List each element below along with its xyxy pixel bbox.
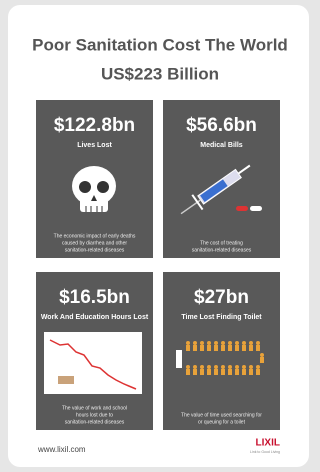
panel-label: Medical Bills <box>200 142 243 149</box>
tagline: Link to Good Living <box>250 450 280 454</box>
person <box>249 345 253 351</box>
person <box>242 341 246 345</box>
title: US$223 Billion <box>101 64 219 83</box>
person <box>256 365 260 369</box>
person <box>242 365 246 369</box>
person <box>200 345 204 351</box>
person <box>260 353 264 357</box>
description: hours lost due to <box>76 412 113 418</box>
person <box>207 341 211 345</box>
amount: $122.8bn <box>54 115 135 136</box>
person <box>235 341 239 345</box>
amount: $27bn <box>194 287 249 308</box>
person <box>228 345 232 351</box>
person <box>193 341 197 345</box>
description: or queuing for a toilet <box>198 419 246 425</box>
person <box>221 369 225 375</box>
person <box>221 345 225 351</box>
person <box>207 345 211 351</box>
description: caused by diarrhea and other <box>62 240 127 246</box>
person <box>249 365 253 369</box>
person <box>228 369 232 375</box>
panel-label: Lives Lost <box>77 142 112 149</box>
person <box>256 369 260 375</box>
panel-label: Work And Education Hours Lost <box>41 314 149 321</box>
person <box>221 341 225 345</box>
person <box>193 345 197 351</box>
person <box>207 369 211 375</box>
person <box>214 345 218 351</box>
description: sanitation-related diseases <box>65 419 125 425</box>
person <box>214 369 218 375</box>
person <box>200 341 204 345</box>
panel-label: Time Lost Finding Toilet <box>181 314 262 321</box>
person <box>214 365 218 369</box>
person <box>242 345 246 351</box>
person <box>256 341 260 345</box>
person <box>221 365 225 369</box>
person <box>193 365 197 369</box>
title: Poor Sanitation Cost The World <box>32 35 288 54</box>
person <box>186 365 190 369</box>
person <box>207 365 211 369</box>
person <box>193 369 197 375</box>
person <box>200 369 204 375</box>
description: The value of time used searching for <box>181 412 262 418</box>
person <box>214 341 218 345</box>
person <box>260 357 264 363</box>
person <box>235 365 239 369</box>
description: The cost of treating <box>200 240 243 246</box>
footer-url: www.lixil.com <box>37 445 86 454</box>
description: The value of work and school <box>62 405 127 411</box>
person <box>186 369 190 375</box>
person <box>186 345 190 351</box>
person <box>228 341 232 345</box>
description: sanitation-related diseases <box>65 247 125 253</box>
amount: $16.5bn <box>59 287 130 308</box>
poster: Poor Sanitation Cost The World US$223 Bi… <box>0 0 317 472</box>
person <box>256 345 260 351</box>
person <box>235 369 239 375</box>
person <box>249 341 253 345</box>
person <box>200 365 204 369</box>
person <box>186 341 190 345</box>
person <box>235 345 239 351</box>
description: sanitation-related diseases <box>192 247 252 253</box>
page: Poor Sanitation Cost The World US$223 Bi… <box>0 0 317 472</box>
amount: $56.6bn <box>186 115 257 136</box>
logo: LIXIL <box>256 438 280 449</box>
person <box>242 369 246 375</box>
person <box>249 369 253 375</box>
description: The economic impact of early deaths <box>54 233 136 239</box>
chart-icon <box>44 332 142 394</box>
person <box>228 365 232 369</box>
